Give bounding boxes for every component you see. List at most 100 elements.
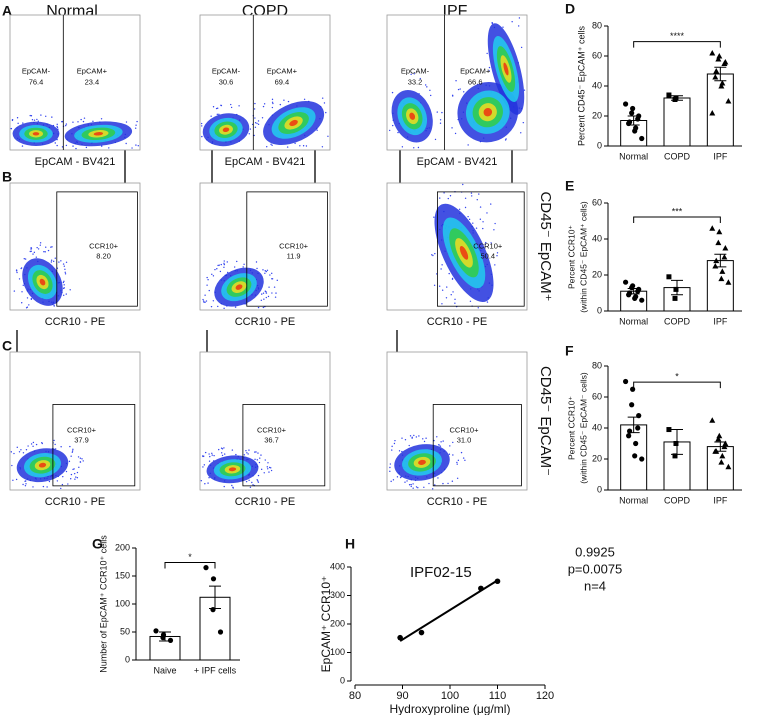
event-dot: [263, 298, 265, 300]
event-dot: [230, 106, 233, 109]
y-tick-label: 50: [120, 626, 130, 636]
event-dot: [266, 269, 269, 271]
event-dot: [64, 271, 66, 273]
event-dot: [517, 25, 520, 27]
event-dot: [408, 484, 411, 486]
event-dot: [266, 146, 268, 148]
y-tick-label: 200: [115, 542, 130, 552]
event-dot: [54, 443, 56, 446]
y-tick-label: 80: [592, 20, 602, 30]
event-dot: [243, 454, 246, 456]
event-dot: [271, 292, 273, 294]
event-dot: [31, 119, 34, 121]
event-dot: [16, 117, 19, 119]
event-dot: [443, 192, 445, 194]
event-dot: [257, 481, 260, 483]
data-point: [632, 453, 638, 459]
y-axis-label: Percent CCR10⁺: [566, 395, 576, 460]
event-dot: [399, 476, 402, 479]
event-dot: [125, 121, 128, 123]
x-tick-label: COPD: [664, 151, 691, 161]
event-dot: [64, 268, 66, 270]
x-tick-label: 100: [441, 690, 459, 702]
data-point: [709, 110, 716, 116]
x-axis-label: CCR10 - PE: [45, 316, 106, 328]
event-dot: [485, 241, 487, 244]
event-dot: [70, 478, 72, 480]
y-tick-label: 60: [592, 50, 602, 60]
event-dot: [283, 99, 285, 101]
side-label: CD45⁻ EpCAM⁺: [537, 191, 554, 301]
event-dot: [431, 254, 433, 256]
y-tick-label: 20: [592, 110, 602, 120]
event-dot: [436, 111, 438, 113]
data-point: [666, 92, 672, 98]
event-dot: [50, 246, 52, 248]
event-dot: [29, 114, 31, 117]
event-dot: [83, 117, 86, 119]
gate: [52, 404, 136, 487]
event-dot: [32, 445, 34, 448]
event-dot: [432, 254, 434, 257]
event-dot: [223, 266, 225, 269]
event-dot: [262, 292, 265, 294]
data-point: [629, 110, 635, 116]
event-dot: [56, 126, 59, 129]
event-dot: [254, 458, 256, 461]
density: [289, 119, 298, 127]
event-dot: [36, 246, 38, 249]
event-dot: [207, 482, 209, 484]
event-dot: [65, 123, 68, 125]
event-dot: [441, 264, 443, 266]
panel-letter: A: [2, 3, 12, 19]
event-dot: [64, 273, 67, 275]
y-tick-label: 80: [592, 360, 602, 370]
density: [418, 459, 426, 465]
event-dot: [255, 451, 257, 453]
event-dot: [412, 483, 414, 485]
event-dot: [262, 306, 265, 309]
data-point: [672, 295, 678, 301]
event-dot: [61, 146, 64, 148]
event-dot: [486, 301, 489, 303]
data-point: [673, 441, 679, 446]
event-dot: [256, 267, 258, 270]
event-dot: [80, 118, 82, 121]
event-dot: [200, 122, 203, 125]
event-dot: [32, 486, 34, 488]
event-dot: [270, 469, 273, 472]
event-dot: [424, 84, 427, 86]
event-dot: [268, 286, 270, 288]
event-dot: [200, 479, 203, 482]
event-dot: [247, 453, 249, 455]
significance-bracket: [633, 381, 721, 389]
data-point: [725, 463, 732, 470]
event-dot: [246, 452, 248, 454]
data-point: [712, 263, 719, 269]
event-dot: [245, 449, 247, 452]
event-dot: [392, 479, 395, 481]
event-dot: [397, 131, 399, 134]
event-dot: [62, 294, 65, 296]
event-dot: [429, 89, 431, 92]
event-dot: [208, 289, 210, 292]
event-dot: [455, 80, 457, 82]
event-dot: [13, 290, 16, 292]
event-dot: [56, 480, 59, 482]
data-point: [639, 297, 645, 303]
event-dot: [212, 300, 215, 302]
gate-label: EpCAM-: [22, 67, 51, 76]
event-dot: [261, 293, 263, 295]
data-point: [623, 101, 629, 107]
x-tick-label: 120: [536, 690, 554, 702]
data-point: [725, 279, 732, 285]
event-dot: [469, 300, 472, 302]
x-axis-label: EpCAM - BV421: [225, 156, 306, 168]
event-dot: [249, 128, 252, 130]
data-point: [494, 578, 501, 585]
data-point: [635, 288, 641, 294]
event-dot: [404, 481, 406, 483]
event-dot: [264, 270, 266, 272]
event-dot: [254, 117, 256, 119]
error-bar: [714, 66, 727, 82]
